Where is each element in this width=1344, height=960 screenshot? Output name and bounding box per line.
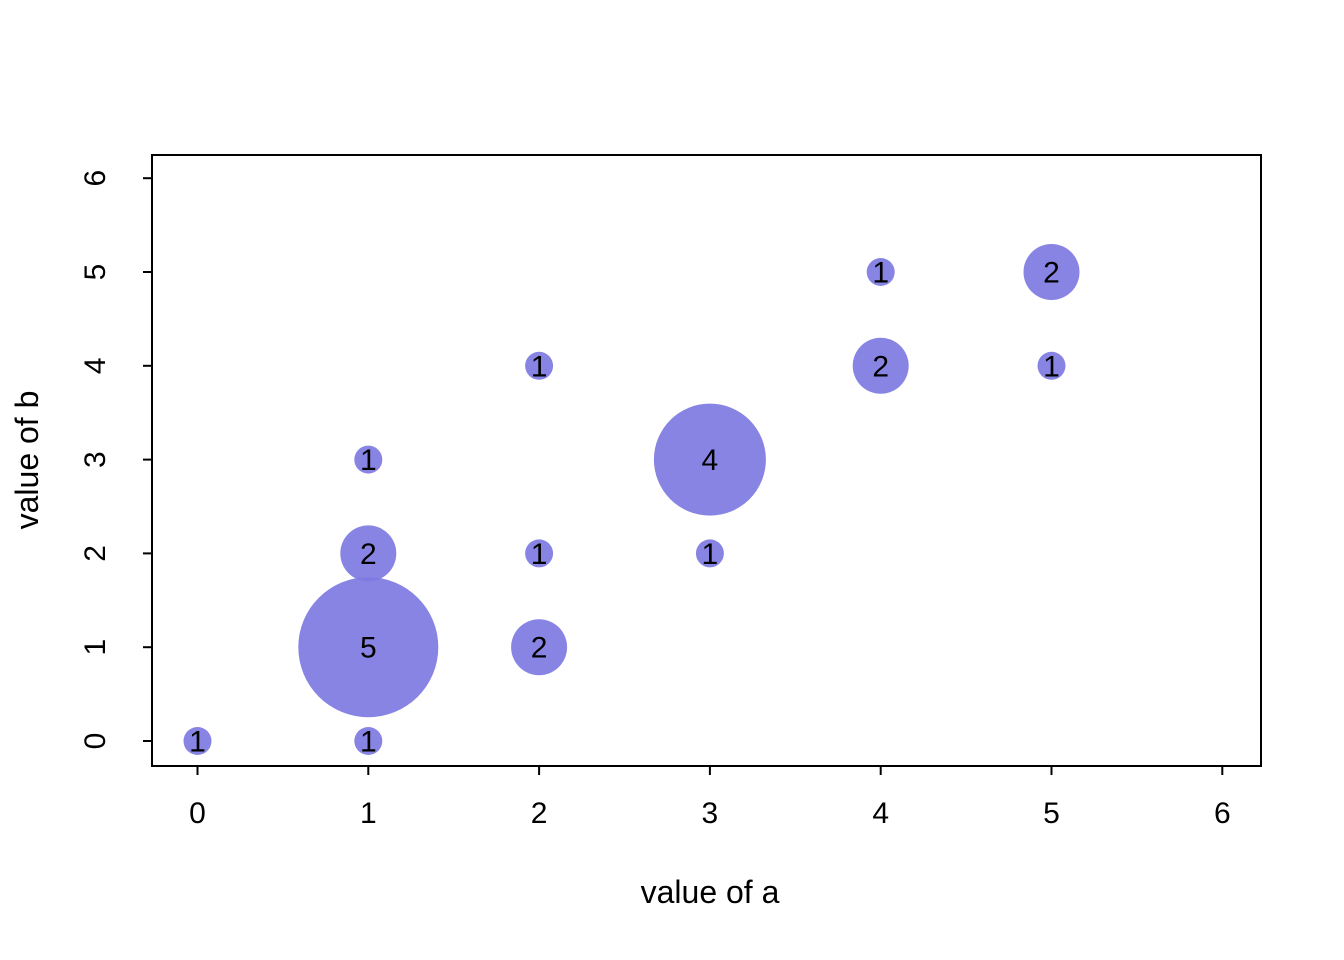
plot-layer: 0 1 2 3 4 5 6 0 1 2 3 4 5 6 5 4 2 2 2 2 1 1 1 1 1 1 1 1 xyxy=(79,154,1262,830)
x-axis-title: value of a xyxy=(641,874,780,910)
y-axis-title: value of b xyxy=(9,391,45,530)
x-tick-label: 0 xyxy=(189,797,206,830)
y-tick-label: 3 xyxy=(79,451,112,468)
bubble xyxy=(695,539,724,568)
x-tick-label: 3 xyxy=(702,797,719,830)
bubble-count-label: 2 xyxy=(872,350,889,383)
y-tick-label: 5 xyxy=(79,264,112,281)
bubble-count-label: 1 xyxy=(360,444,377,477)
x-tick-label: 1 xyxy=(360,797,377,830)
bubble xyxy=(653,403,766,516)
y-tick-label: 4 xyxy=(79,357,112,374)
bubble xyxy=(354,727,383,755)
bubble-count-label: 2 xyxy=(360,538,377,571)
bubble xyxy=(511,619,568,676)
bubble xyxy=(525,351,554,380)
bubble xyxy=(866,258,895,286)
bubble-count-label: 1 xyxy=(531,538,548,571)
bubble xyxy=(852,337,909,394)
y-tick-label: 0 xyxy=(79,733,112,750)
bubble xyxy=(298,577,439,718)
x-tick-label: 6 xyxy=(1214,797,1231,830)
x-tick-label: 4 xyxy=(872,797,889,830)
bubble-count-label: 2 xyxy=(1043,257,1060,290)
bubble-count-label: 1 xyxy=(360,726,377,759)
bubble xyxy=(354,445,383,474)
y-tick-label: 6 xyxy=(79,170,112,187)
bubble xyxy=(525,539,554,568)
bubble-count-label: 1 xyxy=(702,538,719,571)
bubble-count-label: 1 xyxy=(189,726,206,759)
bubble-count-label: 1 xyxy=(872,257,889,290)
bubble-count-label: 5 xyxy=(360,632,377,665)
bubble xyxy=(1023,244,1080,300)
y-tick-label: 1 xyxy=(79,639,112,656)
bubble-count-label: 2 xyxy=(531,632,548,665)
bubble-count-label: 1 xyxy=(1043,350,1060,383)
x-tick-label: 5 xyxy=(1043,797,1060,830)
bubble-count-label: 1 xyxy=(531,350,548,383)
bubble xyxy=(183,727,212,755)
bubble-count-label: 4 xyxy=(702,444,719,477)
y-tick-label: 2 xyxy=(79,545,112,562)
bubble xyxy=(1037,351,1066,380)
bubble xyxy=(340,525,397,582)
x-tick-label: 2 xyxy=(531,797,548,830)
